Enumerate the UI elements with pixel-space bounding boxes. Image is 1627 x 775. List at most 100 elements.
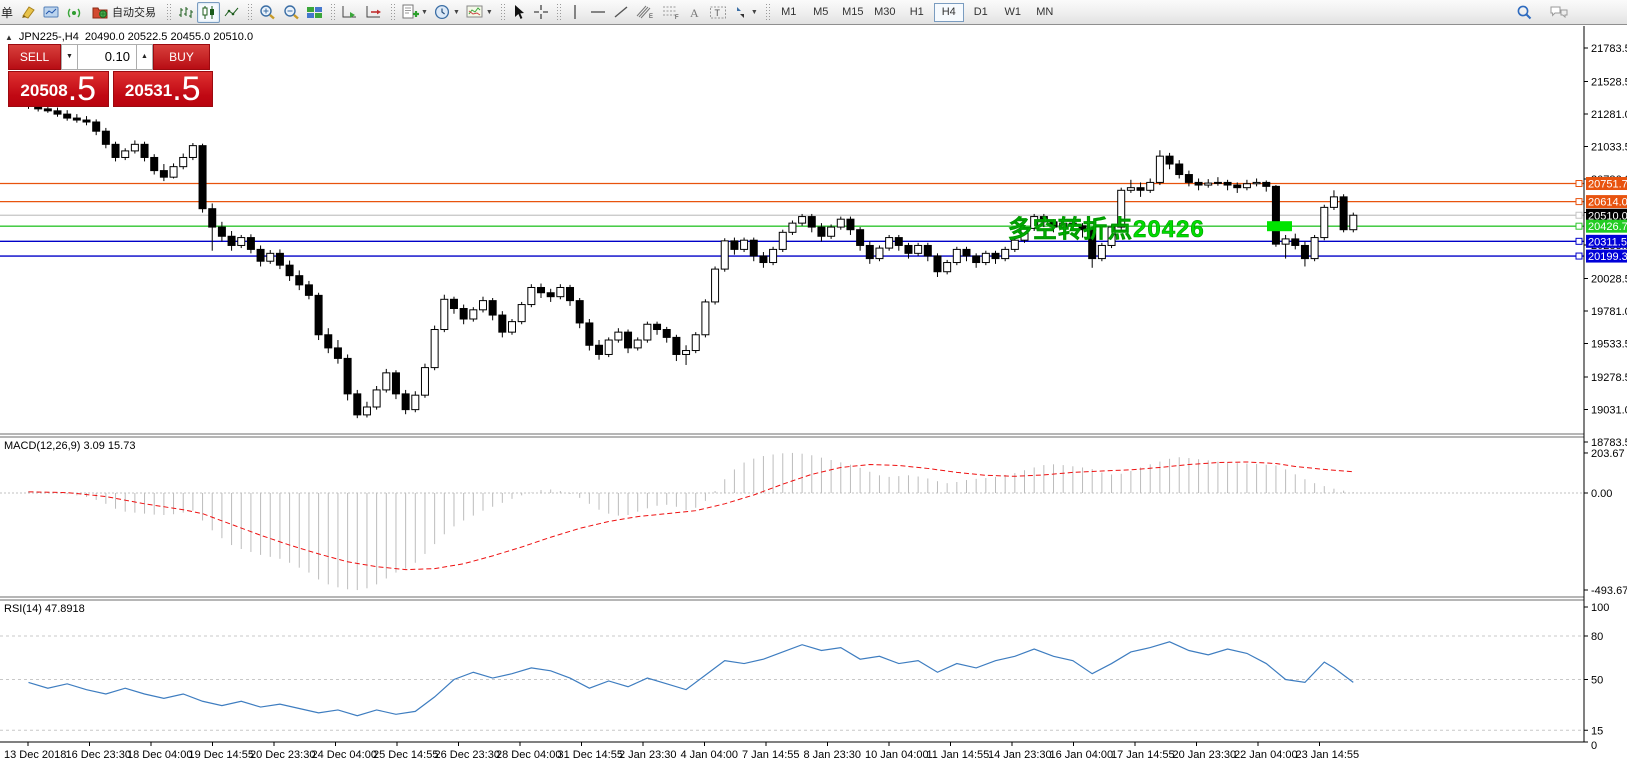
- timeframe-button-M30[interactable]: M30: [874, 5, 896, 18]
- zoom-in-icon[interactable]: [255, 2, 279, 23]
- horizontal-line-icon[interactable]: [586, 2, 610, 23]
- time-axis-label: 10 Jan 04:00: [865, 749, 929, 761]
- svg-text:19781.0: 19781.0: [1591, 306, 1627, 318]
- svg-text:21281.0: 21281.0: [1591, 109, 1627, 121]
- bar-chart-icon[interactable]: [174, 2, 197, 23]
- svg-text:20614.0: 20614.0: [1588, 197, 1627, 209]
- volume-decrease-button[interactable]: ▼: [61, 44, 78, 70]
- svg-text:18783.5: 18783.5: [1591, 437, 1627, 449]
- timeframe-button-H4[interactable]: H4: [933, 2, 964, 22]
- timeframe-button-D1[interactable]: D1: [973, 5, 988, 18]
- autotrade-button[interactable]: 自动交易: [86, 2, 162, 23]
- time-axis-label: 26 Dec 23:30: [435, 749, 500, 761]
- svg-text:80: 80: [1591, 631, 1603, 643]
- candlestick-icon[interactable]: [197, 1, 221, 23]
- svg-text:21528.5: 21528.5: [1591, 76, 1627, 88]
- autotrade-icon: [92, 7, 108, 19]
- chevron-down-icon[interactable]: ▼: [485, 8, 493, 16]
- svg-text:-493.67: -493.67: [1591, 585, 1627, 597]
- order-button-label[interactable]: 单: [1, 5, 14, 20]
- label-icon[interactable]: T: [706, 2, 730, 23]
- time-axis-label: 13 Dec 2018: [4, 749, 66, 761]
- svg-text:20426.7: 20426.7: [1588, 221, 1627, 233]
- buy-price-main: 20531: [124, 81, 173, 100]
- new-chart-icon[interactable]: ▼: [398, 2, 431, 23]
- svg-text:20311.5: 20311.5: [1588, 236, 1627, 248]
- buy-price-button[interactable]: 20531 .5: [112, 70, 213, 108]
- chart-title: ▲ JPN225-,H4 20490.0 20522.5 20455.0 205…: [5, 31, 253, 43]
- price-tag: [1586, 249, 1627, 263]
- vertical-line-icon[interactable]: [564, 2, 586, 23]
- svg-text:19031.0: 19031.0: [1591, 404, 1627, 416]
- time-axis-label: 16 Dec 23:30: [66, 749, 131, 761]
- time-axis-label: 2 Jan 23:30: [619, 749, 677, 761]
- arrows-icon[interactable]: ▼: [730, 2, 761, 23]
- timeframe-button-W1[interactable]: W1: [1004, 5, 1022, 18]
- price-tag: [1586, 195, 1627, 209]
- buy-price-frac: .5: [172, 70, 201, 108]
- timeframe-group: M1 M5 M15 M30 H1 H4 D1 W1 MN: [773, 2, 1061, 22]
- tile-windows-icon[interactable]: [303, 2, 326, 23]
- svg-text:19278.5: 19278.5: [1591, 372, 1627, 384]
- buy-button[interactable]: BUY: [153, 44, 210, 70]
- time-axis-label: 4 Jan 04:00: [681, 749, 739, 761]
- annotation-text: 多空转折点20426: [1008, 215, 1205, 243]
- chevron-down-icon[interactable]: ▼: [750, 8, 758, 16]
- time-axis-label: 7 Jan 14:55: [742, 749, 800, 761]
- chart-symbol-period: JPN225-,H4: [18, 31, 79, 43]
- time-axis-label: 23 Jan 14:55: [1296, 749, 1360, 761]
- sell-price-button[interactable]: 20508 .5: [8, 71, 109, 107]
- chart-shift-icon[interactable]: [362, 2, 386, 23]
- chevron-down-icon[interactable]: ▼: [421, 8, 428, 16]
- period-icon[interactable]: ▼: [431, 2, 463, 23]
- timeframe-button-M15[interactable]: M15: [842, 5, 864, 18]
- cursor-icon[interactable]: [508, 2, 530, 23]
- rsi-line: [28, 641, 1354, 717]
- zoom-out-icon[interactable]: [279, 2, 303, 23]
- svg-text:F: F: [675, 15, 679, 20]
- modify-order-icon[interactable]: [17, 2, 40, 23]
- time-axis-label: 28 Dec 04:00: [496, 749, 561, 761]
- time-axis-label: 8 Jan 23:30: [804, 749, 862, 761]
- channel-icon[interactable]: E: [632, 2, 658, 23]
- collapse-icon[interactable]: ▲: [5, 32, 13, 42]
- chart-window-icon[interactable]: [40, 2, 63, 23]
- one-click-trading-panel: SELL ▼ 0.10 ▲ BUY 20508 .5 20531 .5: [8, 44, 213, 107]
- signal-icon[interactable]: [63, 2, 86, 23]
- toolbar-grip: [166, 3, 172, 21]
- timeframe-button-M1[interactable]: M1: [781, 5, 797, 18]
- time-axis-label: 25 Dec 14:55: [373, 749, 438, 761]
- text-icon[interactable]: A: [684, 2, 706, 23]
- price-tag: [1586, 234, 1627, 248]
- timeframe-button-M5[interactable]: M5: [813, 5, 829, 18]
- crosshair-icon[interactable]: [530, 2, 552, 23]
- macd-label: MACD(12,26,9) 3.09 15.73: [4, 440, 135, 452]
- trendline-icon[interactable]: [610, 2, 632, 23]
- auto-scroll-icon[interactable]: [338, 2, 362, 23]
- highlight-box: [1267, 221, 1292, 232]
- svg-text:21033.5: 21033.5: [1591, 142, 1627, 154]
- svg-text:T: T: [714, 8, 720, 18]
- fibonacci-icon[interactable]: F: [658, 2, 684, 23]
- price-tag: [1586, 177, 1627, 191]
- chevron-down-icon[interactable]: ▼: [452, 8, 460, 16]
- timeframe-button-H1[interactable]: H1: [909, 5, 924, 18]
- template-icon[interactable]: ▼: [463, 2, 496, 23]
- time-axis-label: 20 Jan 23:30: [1173, 749, 1237, 761]
- chart-window: 21783.521528.521281.021033.520786.020531…: [0, 26, 1627, 775]
- sell-price-main: 20508: [20, 81, 68, 100]
- svg-text:20199.3: 20199.3: [1588, 251, 1627, 263]
- time-axis-label: 11 Jan 14:55: [927, 749, 990, 761]
- macd-signal-line: [28, 461, 1354, 571]
- chart-ohlc-values: 20490.0 20522.5 20455.0 20510.0: [84, 31, 254, 43]
- line-chart-icon[interactable]: [220, 2, 243, 23]
- sell-button[interactable]: SELL: [8, 44, 61, 70]
- volume-input[interactable]: 0.10: [78, 44, 136, 70]
- volume-increase-button[interactable]: ▲: [136, 44, 153, 70]
- svg-text:E: E: [649, 14, 653, 20]
- price-chart[interactable]: 21783.521528.521281.021033.520786.020531…: [0, 26, 1627, 775]
- svg-text:50: 50: [1591, 675, 1603, 687]
- timeframe-button-MN[interactable]: MN: [1036, 5, 1054, 18]
- search-icon[interactable]: [1513, 2, 1536, 23]
- chat-icon[interactable]: [1546, 2, 1572, 23]
